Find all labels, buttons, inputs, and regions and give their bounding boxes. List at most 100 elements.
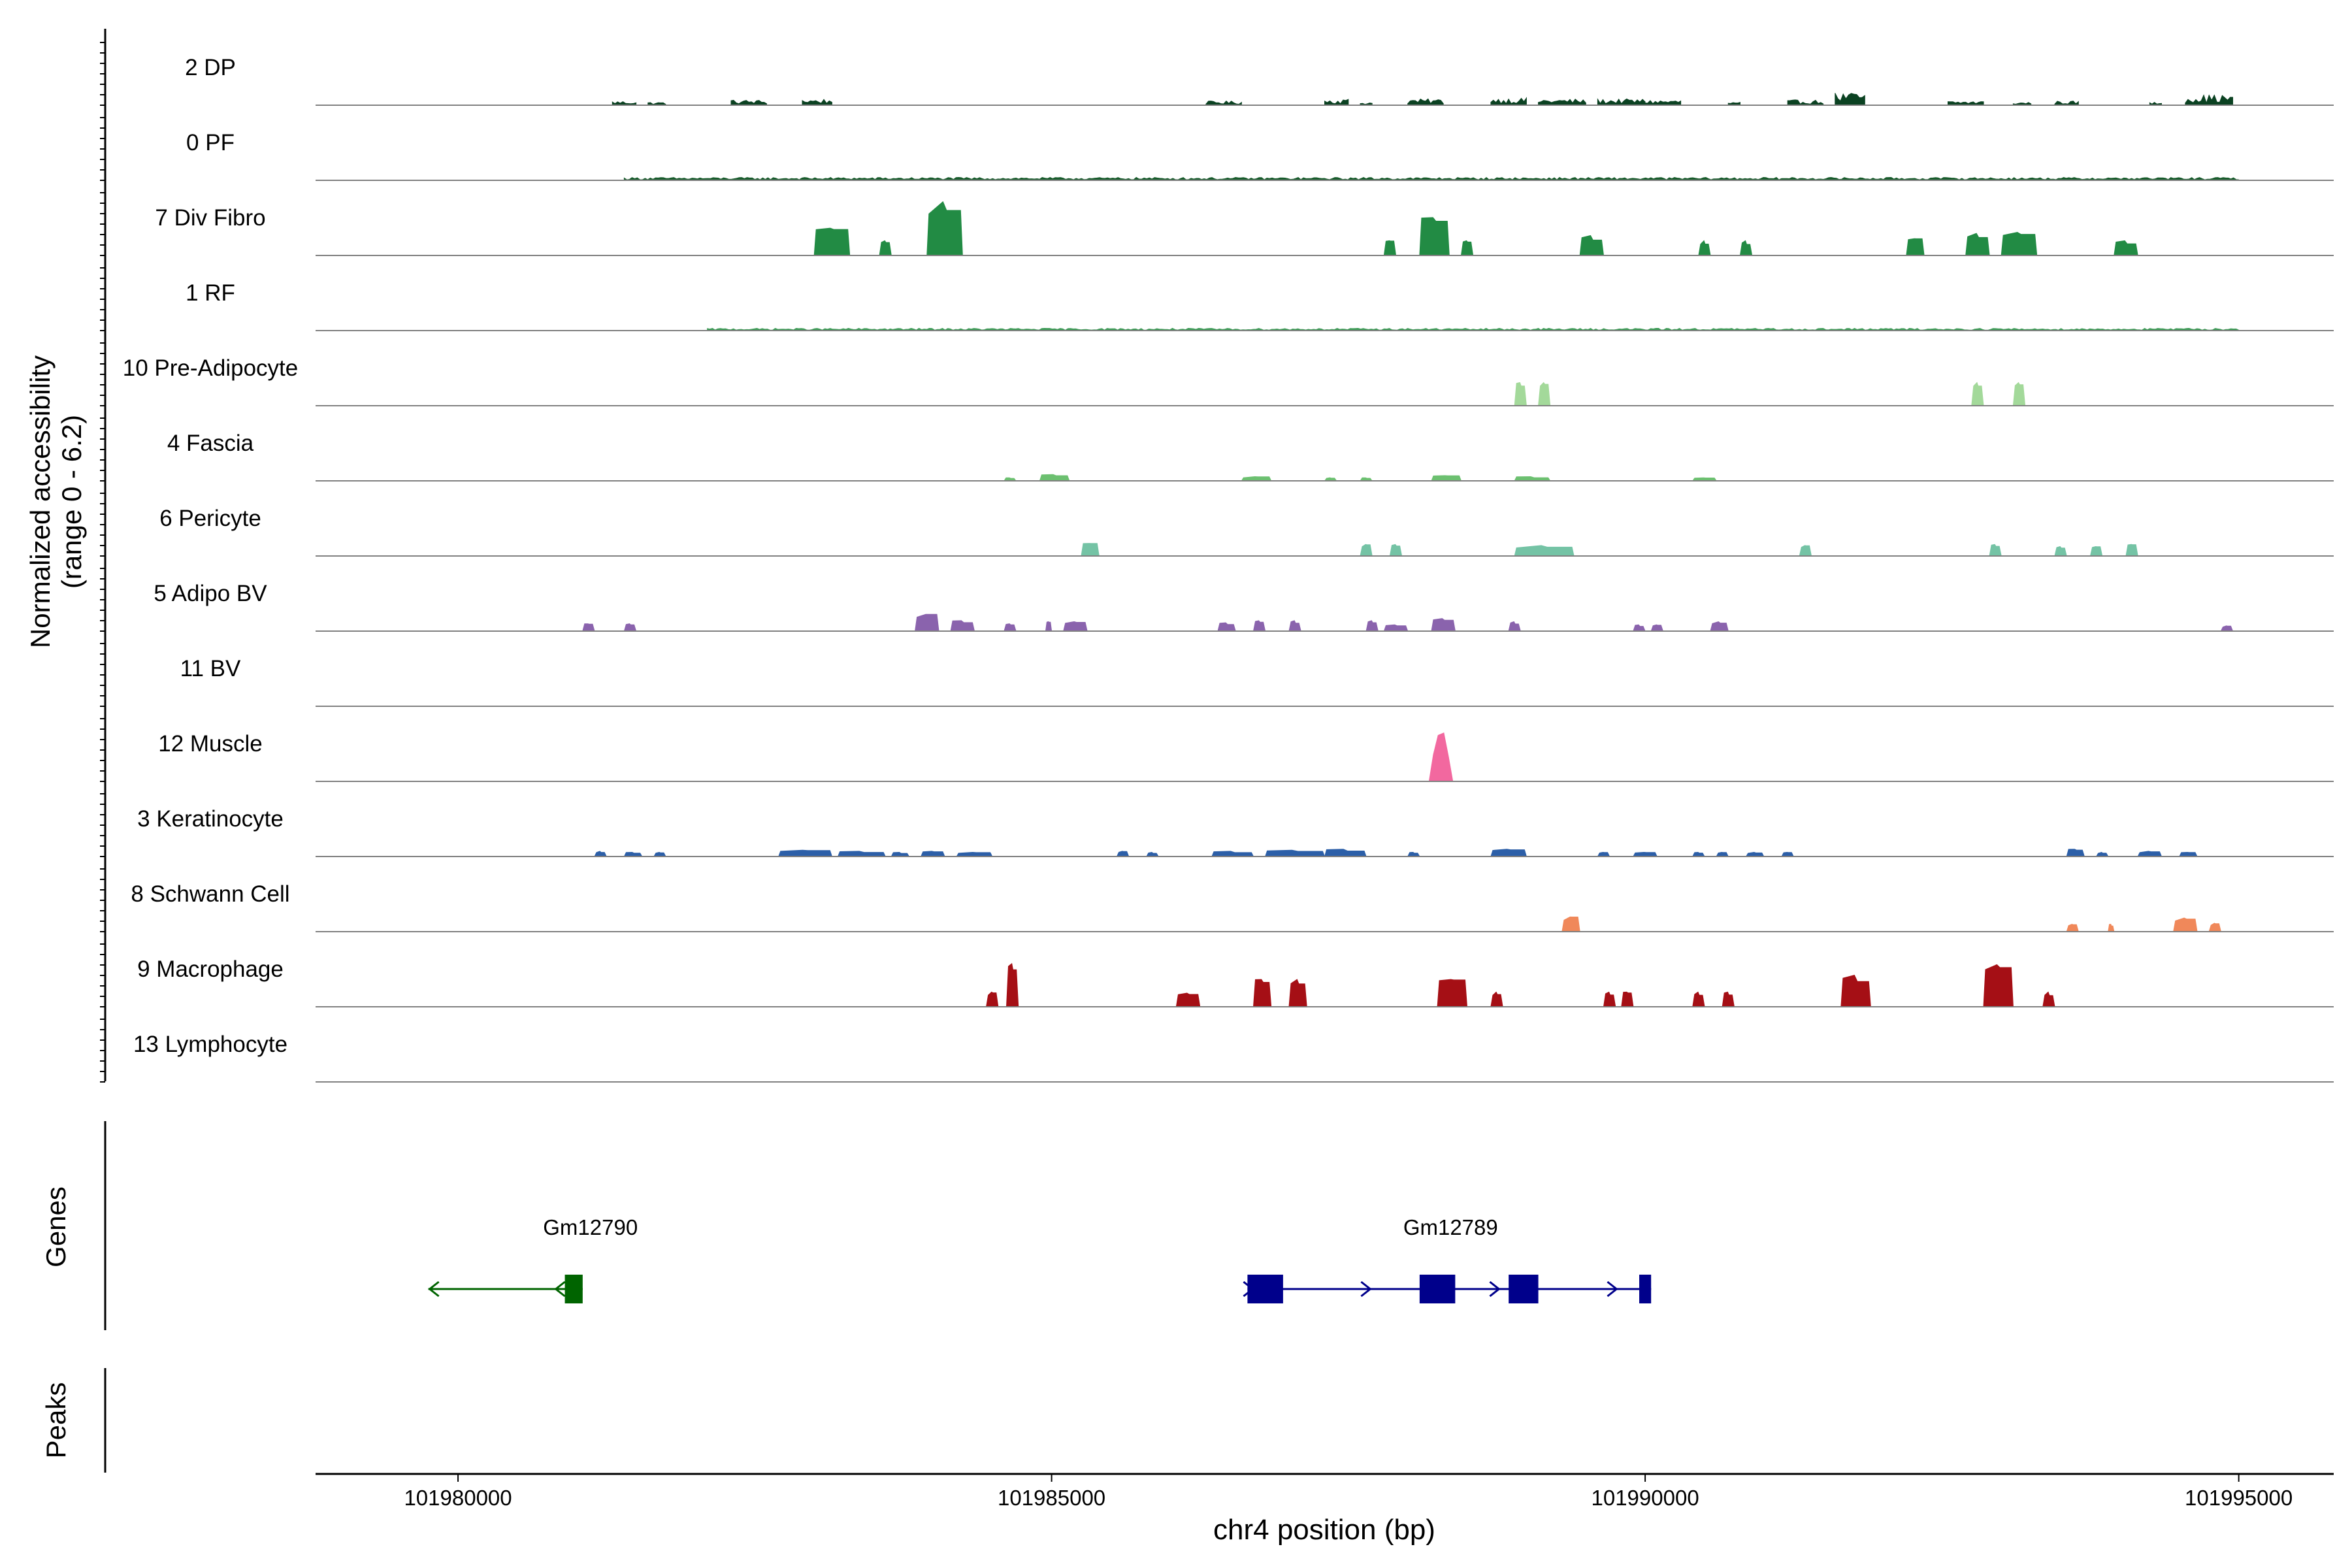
peak-2-dp-9 (1538, 98, 1586, 106)
peak-7-div-fibro-5 (1460, 240, 1474, 256)
peak-5-adipo-bv-12 (1431, 618, 1456, 632)
peak-9-macrophage-12 (1983, 964, 2014, 1007)
peak-7-div-fibro-3 (1383, 240, 1397, 256)
strand-arrow-gm12789-2 (1489, 1281, 1501, 1298)
strand-arrow-gm12789-0 (1243, 1281, 1254, 1298)
peak-5-adipo-bv-8 (1252, 620, 1266, 632)
peak-3-keratinocyte-21 (2066, 849, 2085, 857)
track-2-dp: 2 DP (185, 55, 2334, 106)
peak-6-pericyte-5 (1989, 544, 2002, 557)
strand-arrow-gm12789-1 (1360, 1281, 1372, 1298)
peak-5-adipo-bv-5 (1045, 621, 1053, 632)
track-label-6-pericyte: 6 Pericyte (159, 506, 261, 531)
track-label-4-fascia: 4 Fascia (167, 431, 254, 456)
peak-7-div-fibro-11 (2001, 231, 2038, 256)
track-12-muscle: 12 Muscle (158, 731, 2334, 782)
peak-6-pericyte-7 (2089, 546, 2103, 557)
x-tick-label: 101990000 (1592, 1486, 1699, 1510)
track-label-3-keratinocyte: 3 Keratinocyte (137, 806, 284, 832)
exon-gm12789-1 (1419, 1275, 1456, 1303)
peak-5-adipo-bv-16 (1710, 621, 1729, 632)
x-tick-label: 101985000 (998, 1486, 1105, 1510)
peak-2-dp-0 (612, 101, 637, 106)
x-axis: 101980000 101985000 101990000 101995000 (316, 1473, 2334, 1510)
peak-7-div-fibro-9 (1906, 238, 1925, 256)
peak-2-dp-10 (1597, 98, 1646, 106)
peak-2-dp-5 (1324, 99, 1349, 106)
track-label-5-adipo-bv: 5 Adipo BV (154, 581, 267, 606)
peak-9-macrophage-1 (1005, 962, 1019, 1007)
track-4-fascia: 4 Fascia (167, 431, 2334, 482)
track-label-7-div-fibro: 7 Div Fibro (155, 205, 265, 231)
peak-2-dp-17 (2054, 101, 2079, 106)
x-axis-label: chr4 position (bp) (1213, 1514, 1435, 1546)
gene-gm12789: Gm12789 (1243, 1215, 1652, 1303)
exon-gm12790-0 (564, 1275, 583, 1303)
peak-4-fascia-1 (1039, 474, 1070, 482)
y-axis (100, 29, 106, 1473)
track-0-pf: 0 PF (186, 130, 2334, 181)
exon-gm12789-3 (1639, 1275, 1652, 1303)
peak-2-dp-15 (1948, 101, 1984, 106)
track-7-div-fibro: 7 Div Fibro (155, 201, 2334, 256)
peak-2-dp-19 (2185, 94, 2233, 106)
peak-4-fascia-5 (1431, 475, 1462, 482)
peak-2-dp-12 (1727, 101, 1740, 106)
track-label-2-dp: 2 DP (185, 55, 236, 80)
peak-8-schwann-cell-3 (2173, 917, 2198, 932)
peak-7-div-fibro-4 (1419, 217, 1450, 256)
peak-3-keratinocyte-4 (837, 851, 886, 857)
peak-2-dp-14 (1835, 93, 1865, 106)
track-label-11-bv: 11 BV (180, 656, 241, 681)
track-label-1-rf: 1 RF (186, 280, 235, 306)
gene-label-gm12789: Gm12789 (1403, 1215, 1498, 1239)
peak-6-pericyte-0 (1081, 543, 1100, 557)
track-label-8-schwann-cell: 8 Schwann Cell (131, 881, 289, 907)
peak-7-div-fibro-1 (879, 240, 892, 256)
peak-10-pre-adipocyte-3 (2012, 382, 2026, 406)
peak-2-dp-4 (1205, 100, 1242, 106)
peak-2-dp-3 (802, 99, 832, 106)
track-label-10-pre-adipocyte: 10 Pre-Adipocyte (123, 355, 298, 381)
y-axis-label-line2: (range 0 - 6.2) (56, 415, 87, 589)
track-label-9-macrophage: 9 Macrophage (137, 956, 284, 982)
peak-6-pericyte-4 (1799, 545, 1812, 557)
peak-2-dp-8 (1490, 97, 1527, 106)
peak-9-macrophage-5 (1437, 979, 1468, 1007)
peak-3-keratinocyte-23 (2137, 851, 2163, 857)
gene-annotation-track: Gm12790 Gm12789 (428, 1215, 1652, 1303)
peak-5-adipo-bv-4 (1004, 623, 1017, 632)
strand-arrow-gm12790-0 (428, 1281, 440, 1298)
track-9-macrophage: 9 Macrophage (137, 956, 2334, 1007)
y-axis-label-line1: Normalized accessibility (25, 355, 56, 648)
peak-2-dp-16 (2012, 102, 2032, 106)
accessibility-tracks: 2 DP 0 PF 7 Div Fibro 1 RF 10 Pre-Adipocyte 4… (123, 55, 2334, 1083)
strand-arrow-gm12790-1 (554, 1281, 566, 1298)
peak-3-keratinocyte-14 (1490, 849, 1527, 857)
genes-panel-label: Genes (41, 1186, 71, 1267)
peak-6-pericyte-3 (1514, 545, 1575, 557)
peak-7-div-fibro-0 (813, 227, 851, 256)
peak-0-pf-0 (623, 176, 2240, 181)
peak-10-pre-adipocyte-1 (1538, 382, 1551, 406)
track-label-12-muscle: 12 Muscle (158, 731, 263, 757)
track-label-13-lymphocyte: 13 Lymphocyte (133, 1032, 287, 1057)
track-5-adipo-bv: 5 Adipo BV (154, 581, 2334, 632)
peak-6-pericyte-8 (2125, 544, 2138, 557)
track-10-pre-adipocyte: 10 Pre-Adipocyte (123, 355, 2334, 406)
exon-gm12789-2 (1509, 1275, 1539, 1303)
peak-3-keratinocyte-8 (1116, 851, 1130, 857)
track-3-keratinocyte: 3 Keratinocyte (137, 806, 2334, 857)
peak-3-keratinocyte-6 (920, 851, 945, 857)
x-tick-label: 101980000 (404, 1486, 512, 1510)
peak-10-pre-adipocyte-0 (1514, 382, 1527, 406)
peaks-panel-label: Peaks (41, 1382, 71, 1459)
track-1-rf: 1 RF (186, 280, 2334, 331)
peak-9-macrophage-8 (1621, 991, 1634, 1007)
peak-2-dp-7 (1407, 98, 1444, 106)
peak-3-keratinocyte-11 (1264, 849, 1326, 857)
peak-5-adipo-bv-6 (1063, 621, 1088, 632)
peak-5-adipo-bv-1 (623, 623, 637, 632)
peak-9-macrophage-3 (1252, 979, 1272, 1007)
